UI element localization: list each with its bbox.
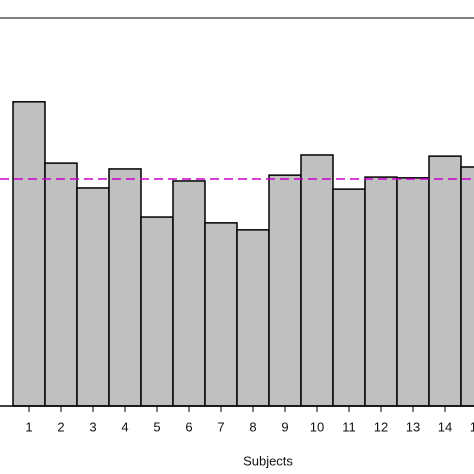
x-tick-label: 5: [153, 419, 160, 434]
bar: [332, 188, 366, 407]
bar: [396, 177, 430, 407]
x-tick-label: 14: [438, 419, 452, 434]
x-tick-label: 11: [342, 419, 356, 434]
bar: [12, 101, 46, 407]
x-tick-label: 8: [249, 419, 256, 434]
x-tick-label: 3: [89, 419, 96, 434]
x-tick-label: 12: [374, 419, 388, 434]
x-tick-label: 4: [121, 419, 128, 434]
bar: [44, 162, 78, 407]
bar: [172, 180, 206, 407]
x-tick-label: 7: [217, 419, 224, 434]
bar: [364, 176, 398, 407]
bar: [428, 155, 462, 407]
bar: [268, 174, 302, 407]
x-tick-label: 2: [57, 419, 64, 434]
bar: [300, 154, 334, 407]
bar: [236, 229, 270, 407]
bar: [108, 168, 142, 407]
x-axis-label: Subjects: [243, 453, 293, 468]
x-tick-label: 6: [185, 419, 192, 434]
bar: [204, 222, 238, 407]
x-tick-label: 1: [25, 419, 32, 434]
x-tick-label: 10: [310, 419, 324, 434]
x-tick-label: 15: [470, 419, 474, 434]
x-tick-label: 9: [281, 419, 288, 434]
bar: [460, 166, 474, 407]
bar: [140, 216, 174, 407]
x-tick-label: 13: [406, 419, 420, 434]
bar: [76, 187, 110, 407]
